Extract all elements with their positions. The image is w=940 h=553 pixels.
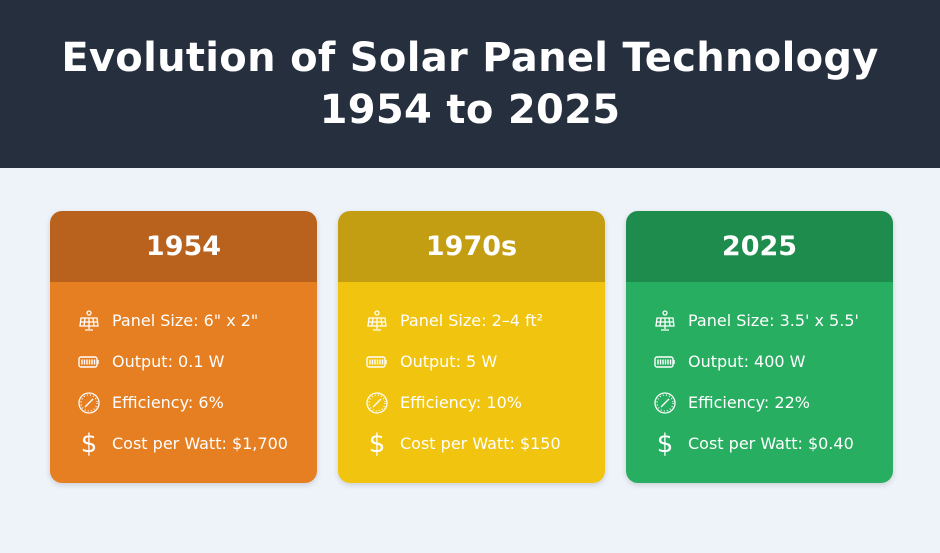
panel-size-text: Panel Size: 3.5' x 5.5'	[688, 311, 859, 330]
panel-size-text: Panel Size: 2–4 ft²	[400, 311, 544, 330]
output-row: Output: 400 W	[652, 341, 893, 382]
output-row: Output: 0.1 W	[76, 341, 317, 382]
battery-icon	[652, 349, 678, 375]
page-title: Evolution of Solar Panel Technology 1954 …	[0, 32, 940, 136]
dollar-icon: $	[656, 428, 674, 459]
efficiency-row: Efficiency: 6%	[76, 382, 317, 423]
output-text: Output: 5 W	[400, 352, 498, 371]
cost-text: Cost per Watt: $0.40	[688, 434, 854, 453]
card-body: Panel Size: 6" x 2" Output: 0.1 W Effici…	[50, 282, 317, 483]
title-banner: Evolution of Solar Panel Technology 1954 …	[0, 0, 940, 168]
solar-panel-icon	[364, 308, 390, 334]
gauge-icon	[652, 390, 678, 416]
efficiency-row: Efficiency: 22%	[652, 382, 893, 423]
card-body: Panel Size: 3.5' x 5.5' Output: 400 W Ef…	[626, 282, 893, 483]
era-cards: 1954 Panel Size: 6" x 2" Output: 0.1 W E…	[50, 211, 893, 483]
cost-row: $ Cost per Watt: $1,700	[76, 423, 317, 464]
panel-size-row: Panel Size: 2–4 ft²	[364, 300, 605, 341]
era-card: 2025 Panel Size: 3.5' x 5.5' Output: 400…	[626, 211, 893, 483]
cost-text: Cost per Watt: $150	[400, 434, 561, 453]
cost-text: Cost per Watt: $1,700	[112, 434, 288, 453]
solar-panel-icon	[652, 308, 678, 334]
battery-icon	[76, 349, 102, 375]
gauge-icon	[364, 390, 390, 416]
output-text: Output: 0.1 W	[112, 352, 225, 371]
title-line-1: Evolution of Solar Panel Technology	[61, 35, 879, 81]
era-card: 1970s Panel Size: 2–4 ft² Output: 5 W Ef…	[338, 211, 605, 483]
card-year: 1970s	[338, 211, 605, 282]
solar-panel-icon	[76, 308, 102, 334]
cost-row: $ Cost per Watt: $150	[364, 423, 605, 464]
card-year: 2025	[626, 211, 893, 282]
era-card: 1954 Panel Size: 6" x 2" Output: 0.1 W E…	[50, 211, 317, 483]
efficiency-text: Efficiency: 6%	[112, 393, 224, 412]
efficiency-text: Efficiency: 10%	[400, 393, 522, 412]
panel-size-text: Panel Size: 6" x 2"	[112, 311, 259, 330]
cost-row: $ Cost per Watt: $0.40	[652, 423, 893, 464]
panel-size-row: Panel Size: 3.5' x 5.5'	[652, 300, 893, 341]
efficiency-text: Efficiency: 22%	[688, 393, 810, 412]
output-row: Output: 5 W	[364, 341, 605, 382]
dollar-icon: $	[80, 428, 98, 459]
card-body: Panel Size: 2–4 ft² Output: 5 W Efficien…	[338, 282, 605, 483]
efficiency-row: Efficiency: 10%	[364, 382, 605, 423]
output-text: Output: 400 W	[688, 352, 806, 371]
card-year: 1954	[50, 211, 317, 282]
panel-size-row: Panel Size: 6" x 2"	[76, 300, 317, 341]
dollar-icon: $	[368, 428, 386, 459]
title-line-2: 1954 to 2025	[319, 87, 621, 133]
gauge-icon	[76, 390, 102, 416]
battery-icon	[364, 349, 390, 375]
